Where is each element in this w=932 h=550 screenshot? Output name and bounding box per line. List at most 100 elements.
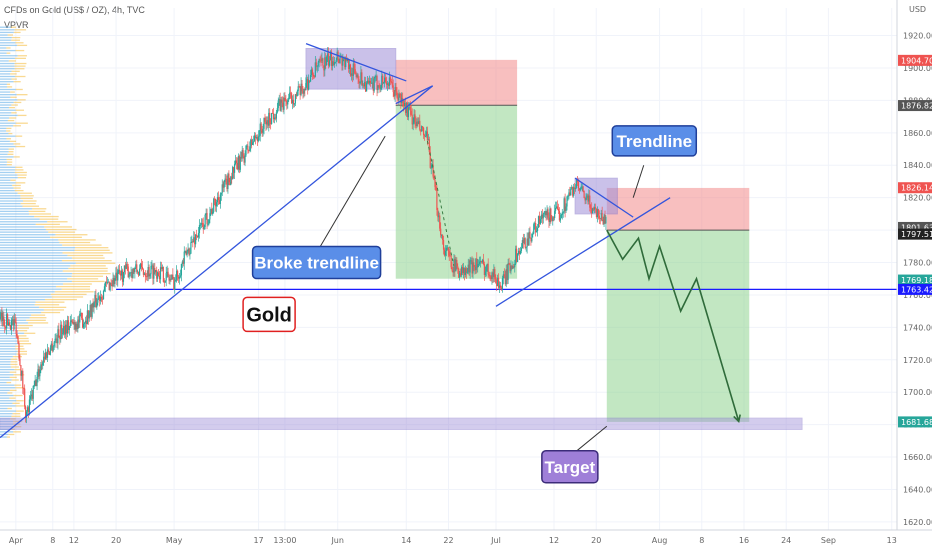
candle-body — [422, 127, 425, 136]
volume-profile-bar — [0, 31, 14, 34]
candle-body — [371, 82, 373, 84]
candle-body — [0, 312, 2, 317]
candle-body — [327, 53, 329, 57]
candle-body — [398, 93, 400, 101]
volume-profile-bar — [0, 130, 7, 132]
candle-body — [313, 76, 315, 78]
candle-body — [215, 202, 218, 207]
volume-profile-bar — [0, 368, 15, 371]
volume-profile-bar — [0, 78, 12, 80]
candle-body — [280, 99, 282, 111]
candle-body — [464, 268, 466, 275]
candle-body — [334, 62, 336, 63]
volume-profile-bar — [0, 314, 32, 316]
candle-body — [368, 80, 371, 84]
candle-body — [344, 57, 346, 68]
volume-profile-bar — [16, 335, 27, 337]
candle-body — [21, 370, 23, 376]
annotation-gold: Gold — [242, 296, 296, 333]
candle-body — [46, 349, 49, 358]
candle-body — [541, 214, 543, 219]
candle-body — [441, 234, 443, 236]
price-badge-text: 1681.68 — [901, 418, 932, 427]
annotation-text: Gold — [246, 305, 292, 327]
volume-profile-bar — [0, 337, 18, 340]
candle-body — [480, 261, 483, 263]
candle-body — [309, 75, 312, 82]
candle-body — [226, 179, 228, 190]
candle-body — [447, 247, 449, 252]
volume-profile-bar — [0, 109, 16, 111]
volume-profile-bar — [56, 285, 91, 288]
time-tick-label: May — [166, 536, 183, 545]
candle-body — [53, 342, 55, 347]
volume-profile-bar — [12, 402, 20, 404]
volume-profile-bar — [0, 374, 14, 376]
candle-body — [498, 285, 501, 288]
candle-body — [456, 259, 458, 267]
candle-body — [592, 208, 594, 214]
price-badge: 1681.68 — [898, 416, 932, 428]
candle-body — [54, 338, 56, 343]
volume-profile-bar — [15, 387, 25, 389]
candle-body — [555, 207, 557, 211]
volume-profile-bar — [13, 156, 20, 158]
candle-body — [291, 99, 294, 104]
annotation-target: Target — [541, 450, 599, 484]
volume-profile-bar — [0, 278, 68, 280]
candle-body — [156, 270, 158, 279]
volume-profile-bar — [67, 278, 99, 280]
candle-body — [63, 325, 66, 335]
candle-body — [326, 56, 328, 66]
candle-body — [352, 63, 354, 76]
candle-body — [596, 209, 599, 218]
volume-profile-bar — [0, 350, 18, 353]
volume-profile-bar — [0, 39, 12, 41]
candle-body — [523, 238, 525, 244]
candle-body — [367, 80, 370, 84]
volume-profile-bar — [0, 330, 19, 332]
volume-profile-bar — [13, 31, 21, 34]
volume-profile-bar — [0, 26, 11, 28]
candle-body — [329, 51, 332, 61]
candle-body — [301, 83, 303, 92]
price-badge-bg — [898, 100, 932, 112]
candle-body — [98, 296, 100, 300]
volume-profile-bar — [35, 301, 65, 303]
volume-profile-bar — [0, 68, 15, 70]
volume-profile-bar — [0, 298, 45, 301]
candle-body — [15, 322, 17, 334]
volume-profile-bar — [7, 86, 13, 88]
price-badge: 1763.42 — [898, 283, 932, 295]
candle-body — [434, 180, 436, 187]
candle-body — [568, 192, 570, 196]
candle-body — [515, 248, 517, 264]
volume-profile-bar — [0, 340, 18, 342]
price-badge-bg — [898, 54, 932, 66]
volume-profile-bar — [9, 106, 15, 109]
candle-body — [537, 216, 540, 228]
time-tick-label: 8 — [699, 536, 704, 545]
candle-body — [343, 57, 345, 60]
candle-body — [76, 323, 78, 330]
candle-body — [168, 276, 170, 281]
candle-body — [235, 160, 238, 163]
candle-body — [432, 164, 434, 177]
candle-body — [511, 265, 513, 269]
candle-body — [36, 377, 38, 387]
candle-body — [298, 86, 300, 88]
volume-profile-bar — [0, 114, 18, 117]
candle-body — [490, 276, 492, 280]
candle-body — [516, 248, 518, 262]
candle-body — [232, 167, 234, 180]
volume-profile-bar — [0, 62, 15, 65]
candle-body — [282, 102, 284, 110]
volume-profile-bar — [0, 426, 14, 428]
candle-body — [546, 209, 548, 216]
candle-body — [487, 263, 489, 275]
candle-body — [530, 237, 532, 242]
candle-body — [387, 83, 390, 86]
candle-body — [545, 211, 547, 216]
candle-body — [193, 237, 195, 243]
